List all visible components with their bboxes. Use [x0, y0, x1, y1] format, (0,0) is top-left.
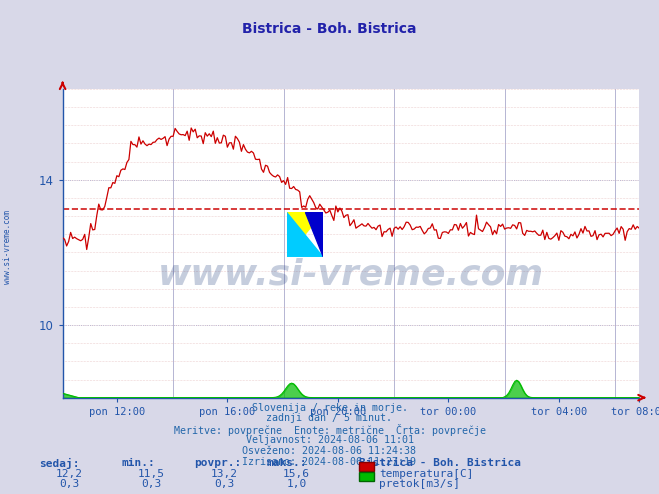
- Text: 13,2: 13,2: [211, 469, 237, 479]
- Text: Slovenija / reke in morje.: Slovenija / reke in morje.: [252, 403, 407, 412]
- Polygon shape: [287, 212, 323, 257]
- Text: 0,3: 0,3: [59, 479, 79, 489]
- Text: Meritve: povprečne  Enote: metrične  Črta: povprečje: Meritve: povprečne Enote: metrične Črta:…: [173, 424, 486, 436]
- Text: 11,5: 11,5: [138, 469, 165, 479]
- Text: 12,2: 12,2: [56, 469, 82, 479]
- Text: www.si-vreme.com: www.si-vreme.com: [3, 210, 13, 284]
- Text: maks.:: maks.:: [267, 458, 307, 468]
- Text: Bistrica - Boh. Bistrica: Bistrica - Boh. Bistrica: [359, 458, 521, 468]
- Text: min.:: min.:: [122, 458, 156, 468]
- Text: zadnji dan / 5 minut.: zadnji dan / 5 minut.: [266, 413, 393, 423]
- Text: temperatura[C]: temperatura[C]: [379, 469, 473, 479]
- Text: 15,6: 15,6: [283, 469, 310, 479]
- Text: povpr.:: povpr.:: [194, 458, 242, 468]
- Text: Osveženo: 2024-08-06 11:24:38: Osveženo: 2024-08-06 11:24:38: [243, 446, 416, 456]
- Polygon shape: [287, 212, 323, 257]
- Text: 0,3: 0,3: [142, 479, 161, 489]
- Polygon shape: [304, 212, 323, 257]
- Text: www.si-vreme.com: www.si-vreme.com: [158, 257, 544, 291]
- Text: Bistrica - Boh. Bistrica: Bistrica - Boh. Bistrica: [243, 22, 416, 36]
- Text: 0,3: 0,3: [214, 479, 234, 489]
- Text: Izrisano: 2024-08-06 11:27:19: Izrisano: 2024-08-06 11:27:19: [243, 457, 416, 467]
- Text: pretok[m3/s]: pretok[m3/s]: [379, 479, 460, 489]
- Text: Veljavnost: 2024-08-06 11:01: Veljavnost: 2024-08-06 11:01: [246, 435, 413, 445]
- Text: 1,0: 1,0: [287, 479, 306, 489]
- Text: sedaj:: sedaj:: [40, 458, 80, 469]
